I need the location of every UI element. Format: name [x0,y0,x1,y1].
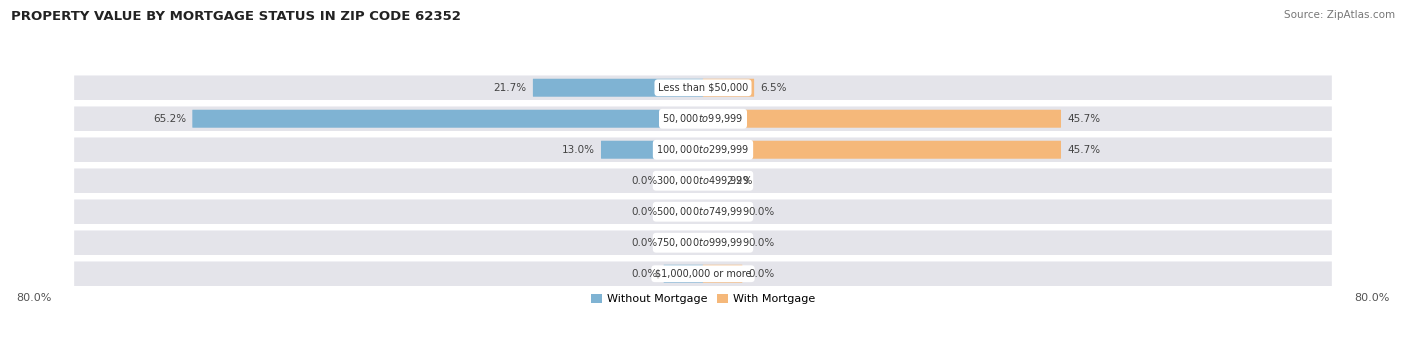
Text: 65.2%: 65.2% [153,114,186,124]
Text: Less than $50,000: Less than $50,000 [658,83,748,93]
Text: 80.0%: 80.0% [1354,293,1389,303]
FancyBboxPatch shape [664,172,703,190]
FancyBboxPatch shape [664,234,703,252]
Text: 2.2%: 2.2% [727,176,754,186]
Text: 80.0%: 80.0% [17,293,52,303]
Text: PROPERTY VALUE BY MORTGAGE STATUS IN ZIP CODE 62352: PROPERTY VALUE BY MORTGAGE STATUS IN ZIP… [11,10,461,23]
FancyBboxPatch shape [73,260,1333,287]
Text: 21.7%: 21.7% [494,83,527,93]
FancyBboxPatch shape [73,74,1333,101]
FancyBboxPatch shape [703,79,754,97]
FancyBboxPatch shape [703,141,1062,159]
Text: 0.0%: 0.0% [748,269,775,279]
FancyBboxPatch shape [703,234,742,252]
FancyBboxPatch shape [73,167,1333,194]
Text: 45.7%: 45.7% [1067,114,1099,124]
FancyBboxPatch shape [533,79,703,97]
FancyBboxPatch shape [73,136,1333,163]
Text: 0.0%: 0.0% [631,238,658,248]
Text: 13.0%: 13.0% [562,145,595,155]
Text: 6.5%: 6.5% [761,83,786,93]
FancyBboxPatch shape [73,105,1333,132]
FancyBboxPatch shape [664,203,703,221]
Text: 45.7%: 45.7% [1067,145,1099,155]
Text: 0.0%: 0.0% [631,269,658,279]
FancyBboxPatch shape [703,110,1062,128]
Text: $1,000,000 or more: $1,000,000 or more [655,269,751,279]
Text: $750,000 to $999,999: $750,000 to $999,999 [657,236,749,249]
Text: 0.0%: 0.0% [748,238,775,248]
Text: 0.0%: 0.0% [631,207,658,217]
FancyBboxPatch shape [600,141,703,159]
Text: 0.0%: 0.0% [748,207,775,217]
FancyBboxPatch shape [664,265,703,283]
FancyBboxPatch shape [73,229,1333,256]
Legend: Without Mortgage, With Mortgage: Without Mortgage, With Mortgage [586,290,820,309]
Text: 0.0%: 0.0% [631,176,658,186]
Text: $300,000 to $499,999: $300,000 to $499,999 [657,174,749,187]
FancyBboxPatch shape [703,265,742,283]
Text: $500,000 to $749,999: $500,000 to $749,999 [657,205,749,218]
Text: Source: ZipAtlas.com: Source: ZipAtlas.com [1284,10,1395,20]
Text: $100,000 to $299,999: $100,000 to $299,999 [657,143,749,156]
FancyBboxPatch shape [703,203,742,221]
Text: $50,000 to $99,999: $50,000 to $99,999 [662,112,744,125]
FancyBboxPatch shape [193,110,703,128]
FancyBboxPatch shape [703,172,720,190]
FancyBboxPatch shape [73,198,1333,225]
